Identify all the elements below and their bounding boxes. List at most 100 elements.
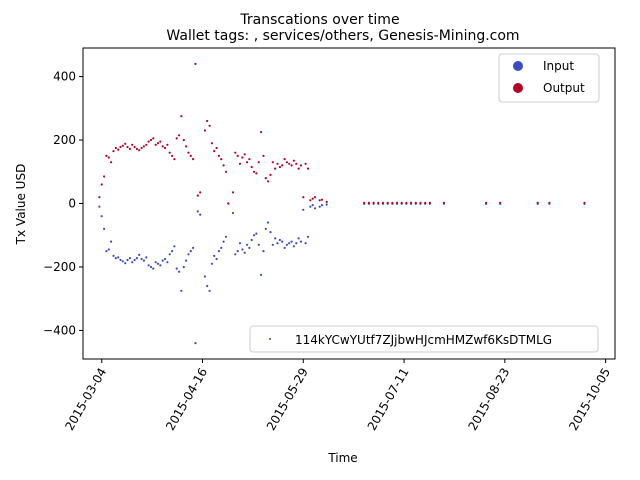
input-point bbox=[185, 259, 188, 262]
input-point bbox=[288, 242, 291, 245]
output-point bbox=[243, 153, 246, 156]
output-point bbox=[262, 154, 265, 157]
y-tick-label: 0 bbox=[68, 197, 76, 211]
output-point bbox=[220, 158, 223, 161]
input-point bbox=[325, 203, 328, 206]
input-point bbox=[173, 245, 176, 248]
input-point bbox=[147, 264, 150, 267]
input-point bbox=[253, 234, 256, 237]
output-point bbox=[227, 202, 230, 205]
output-point bbox=[241, 156, 244, 159]
y-tick-label: 200 bbox=[53, 133, 76, 147]
input-point bbox=[107, 248, 110, 251]
output-point bbox=[395, 201, 399, 204]
output-point bbox=[215, 146, 218, 150]
output-point bbox=[548, 201, 551, 204]
x-tick-label: 2015-07-11 bbox=[365, 366, 412, 433]
output-point bbox=[255, 172, 258, 175]
input-point bbox=[306, 235, 310, 238]
output-point bbox=[112, 150, 115, 153]
legend-marker-output bbox=[513, 83, 523, 93]
output-point bbox=[152, 137, 155, 140]
input-point bbox=[161, 259, 164, 262]
input-point bbox=[163, 257, 167, 261]
input-point bbox=[171, 250, 174, 253]
input-point bbox=[278, 238, 281, 242]
input-point bbox=[105, 250, 108, 253]
input-point bbox=[264, 227, 267, 230]
input-point bbox=[192, 246, 195, 249]
input-point bbox=[187, 253, 190, 256]
output-point bbox=[163, 146, 167, 150]
input-point bbox=[246, 243, 249, 246]
x-tick-label: 2015-08-23 bbox=[465, 366, 512, 433]
output-point bbox=[161, 145, 164, 148]
y-axis-ticks: −400 −200 0 200 400 bbox=[43, 70, 83, 337]
output-point bbox=[124, 142, 127, 145]
output-point bbox=[194, 62, 197, 65]
input-point bbox=[236, 250, 239, 253]
input-point bbox=[234, 253, 237, 256]
input-point bbox=[156, 262, 160, 265]
input-point bbox=[180, 289, 183, 292]
output-point bbox=[419, 201, 422, 204]
output-point bbox=[166, 143, 169, 146]
input-point bbox=[281, 240, 284, 243]
output-point bbox=[285, 161, 288, 164]
legend-label-output: Output bbox=[543, 81, 585, 95]
input-point bbox=[231, 211, 235, 215]
input-point bbox=[283, 246, 286, 249]
input-point bbox=[313, 207, 317, 210]
input-point bbox=[262, 250, 265, 253]
input-point bbox=[292, 245, 295, 248]
legend-marker-input bbox=[513, 61, 523, 71]
output-point bbox=[536, 201, 539, 204]
output-point bbox=[295, 162, 298, 165]
output-point bbox=[290, 164, 293, 167]
output-point bbox=[98, 196, 101, 199]
input-point bbox=[309, 205, 312, 208]
input-point bbox=[194, 342, 197, 345]
input-point bbox=[206, 284, 209, 288]
input-point bbox=[267, 221, 270, 224]
y-tick-label: 400 bbox=[53, 70, 76, 84]
output-point bbox=[154, 143, 157, 146]
address-legend-label: 114kYCwYUtf7ZJjbwHJcmHMZwf6KsDTMLG bbox=[295, 333, 552, 347]
input-point bbox=[189, 250, 192, 253]
output-point bbox=[208, 124, 211, 127]
output-point bbox=[309, 199, 312, 202]
input-point bbox=[138, 253, 141, 256]
output-point bbox=[100, 183, 103, 186]
output-point bbox=[391, 201, 394, 204]
input-point bbox=[295, 242, 298, 245]
input-point bbox=[152, 267, 155, 270]
input-point bbox=[145, 256, 148, 259]
output-point bbox=[405, 201, 408, 204]
input-point bbox=[311, 204, 314, 207]
output-point bbox=[128, 147, 131, 150]
input-point bbox=[271, 243, 274, 246]
output-point bbox=[196, 194, 199, 197]
input-point bbox=[112, 254, 115, 257]
input-point bbox=[135, 257, 138, 260]
input-point bbox=[203, 275, 206, 278]
legend: Input Output bbox=[498, 53, 600, 103]
chart-title: Transcations over time bbox=[239, 12, 399, 28]
x-tick-label: 2015-10-05 bbox=[566, 366, 613, 433]
output-point bbox=[159, 140, 162, 143]
output-point bbox=[180, 115, 183, 118]
legend-label-input: Input bbox=[543, 59, 574, 73]
output-point bbox=[187, 151, 190, 154]
output-point bbox=[276, 162, 279, 165]
input-point bbox=[220, 246, 223, 249]
input-point bbox=[124, 262, 127, 265]
y-axis-label: Tx Value USD bbox=[14, 164, 28, 246]
input-point bbox=[299, 240, 303, 243]
input-point bbox=[98, 205, 101, 208]
output-point bbox=[367, 201, 370, 204]
output-point bbox=[271, 161, 274, 164]
output-point bbox=[278, 165, 281, 169]
output-point bbox=[189, 154, 192, 157]
input-point bbox=[215, 257, 218, 261]
output-point bbox=[499, 201, 502, 204]
